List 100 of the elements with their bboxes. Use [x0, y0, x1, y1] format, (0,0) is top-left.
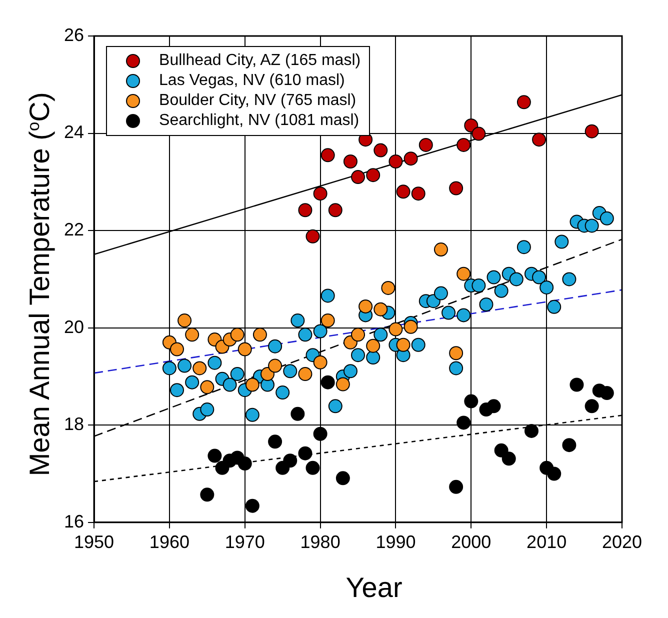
- point: [185, 328, 200, 342]
- point: [562, 272, 576, 286]
- point: [283, 454, 298, 468]
- point: [600, 386, 614, 400]
- point: [298, 446, 312, 460]
- point: [298, 367, 312, 382]
- point: [547, 466, 562, 481]
- point: [328, 203, 342, 218]
- point: [320, 375, 335, 390]
- point: [306, 229, 320, 244]
- legend-label: Las Vegas, NV (610 masl): [159, 71, 345, 91]
- point: [464, 394, 478, 408]
- legend-label: Searchlight, NV (1081 masl): [159, 111, 360, 131]
- point: [252, 328, 267, 342]
- y-tick-label: 22: [64, 220, 84, 240]
- point: [245, 498, 260, 513]
- point: [456, 266, 471, 281]
- point: [162, 361, 176, 376]
- point: [336, 471, 350, 486]
- point: [230, 367, 244, 382]
- point: [268, 434, 282, 449]
- point: [418, 138, 433, 152]
- point: [554, 234, 569, 249]
- point: [374, 302, 388, 316]
- point: [456, 308, 471, 322]
- point: [509, 272, 524, 286]
- point: [516, 240, 531, 254]
- point: [276, 386, 290, 400]
- point: [268, 358, 282, 373]
- point: [170, 383, 184, 398]
- point: [562, 438, 576, 452]
- x-axis-title: Year: [344, 572, 404, 604]
- point: [456, 416, 471, 430]
- point: [366, 350, 380, 365]
- point: [298, 203, 312, 218]
- point: [200, 402, 214, 417]
- point: [170, 342, 184, 356]
- point: [374, 143, 388, 158]
- point: [178, 314, 192, 328]
- point: [381, 280, 396, 295]
- point: [449, 181, 464, 196]
- point: [192, 361, 207, 376]
- point: [358, 299, 373, 314]
- point: [306, 460, 320, 475]
- point: [404, 152, 418, 166]
- point: [351, 328, 366, 342]
- point: [584, 124, 599, 138]
- x-tick-label: 2000: [451, 532, 492, 552]
- point: [343, 154, 358, 168]
- legend-label: Boulder City, NV (765 masl): [159, 91, 356, 111]
- legend-label: Bullhead City, AZ (165 masl): [159, 51, 361, 71]
- y-tick-label: 18: [64, 414, 84, 434]
- point: [185, 375, 200, 390]
- point: [434, 286, 448, 300]
- point: [222, 378, 237, 392]
- point: [434, 242, 448, 257]
- point: [396, 184, 410, 199]
- point: [411, 186, 426, 201]
- point: [298, 328, 312, 342]
- point: [486, 399, 501, 414]
- point: [472, 278, 486, 293]
- point: [570, 378, 584, 392]
- point: [532, 132, 546, 147]
- point: [336, 377, 350, 392]
- point: [208, 356, 222, 370]
- point: [388, 322, 403, 336]
- point: [486, 270, 501, 284]
- point: [532, 270, 546, 284]
- point: [396, 338, 410, 352]
- point: [479, 297, 494, 312]
- x-tick-label: 2010: [526, 532, 567, 552]
- point: [600, 211, 614, 226]
- point: [449, 346, 464, 360]
- point: [268, 339, 282, 354]
- point: [320, 314, 335, 328]
- point: [260, 367, 274, 382]
- point: [245, 378, 260, 392]
- point: [411, 338, 426, 352]
- x-tick-label: 1990: [376, 532, 416, 552]
- point: [320, 288, 335, 303]
- point: [584, 399, 599, 414]
- point: [351, 170, 366, 184]
- point: [524, 424, 538, 438]
- point: [328, 399, 342, 414]
- point: [238, 342, 252, 356]
- point: [472, 126, 486, 141]
- point: [584, 218, 599, 233]
- point: [178, 358, 192, 373]
- x-tick-label: 1970: [224, 532, 265, 552]
- point: [290, 406, 305, 421]
- point: [404, 320, 418, 334]
- x-tick-label: 1960: [149, 532, 190, 552]
- point: [313, 355, 328, 370]
- point: [366, 338, 380, 353]
- point: [290, 314, 305, 328]
- point: [200, 380, 214, 394]
- point: [230, 328, 244, 342]
- point: [388, 154, 403, 168]
- point: [516, 95, 531, 110]
- point: [320, 148, 335, 162]
